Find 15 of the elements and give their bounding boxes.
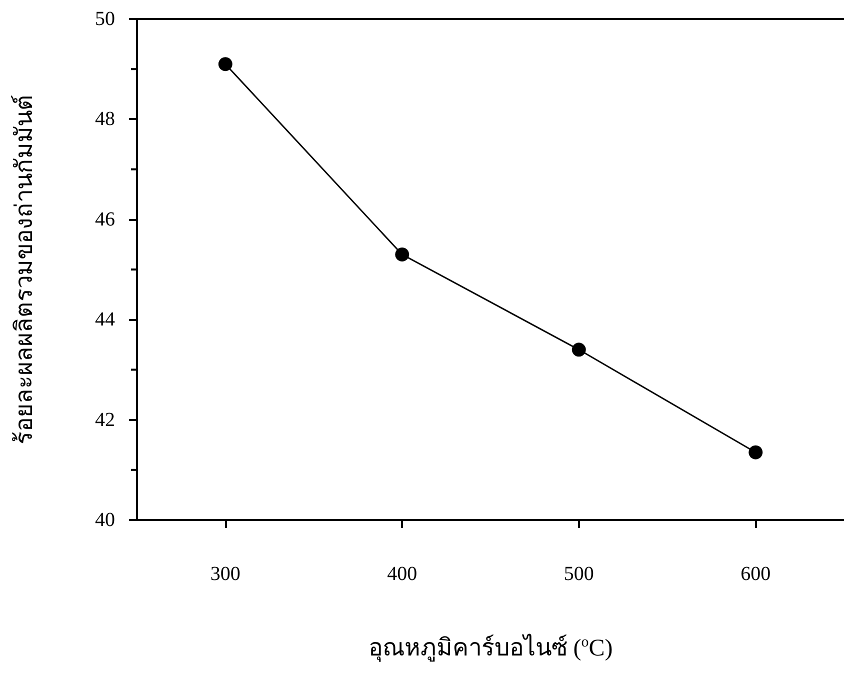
y-tick-label: 50 [95,8,115,30]
point [395,247,410,262]
y-tick-label: 46 [95,208,115,230]
x-tick-label: 400 [387,563,418,585]
y-tick-label: 44 [95,308,115,331]
x-tick-label: 600 [740,563,771,585]
y-tick-label: 40 [95,509,115,531]
point [748,445,763,460]
x-tick-label: 500 [564,563,594,585]
point [218,57,232,72]
y-axis-title: ร้อยละผลผลิตรวมของถ่านกัมมันต์ [10,94,38,444]
x-tick-label: 300 [210,563,240,585]
point [572,342,586,357]
y-tick-label: 48 [95,108,115,130]
y-tick-label: 42 [95,408,115,431]
